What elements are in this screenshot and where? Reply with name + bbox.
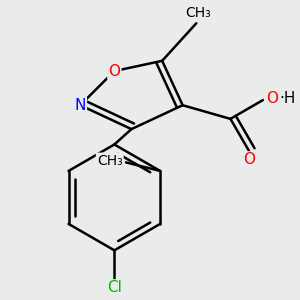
Text: CH₃: CH₃: [97, 154, 123, 168]
Text: O: O: [266, 91, 278, 106]
Text: N: N: [74, 98, 86, 113]
Text: Cl: Cl: [107, 280, 122, 296]
Text: CH₃: CH₃: [185, 6, 211, 20]
Text: ·H: ·H: [279, 91, 296, 106]
Text: O: O: [243, 152, 255, 167]
Text: O: O: [108, 64, 120, 79]
